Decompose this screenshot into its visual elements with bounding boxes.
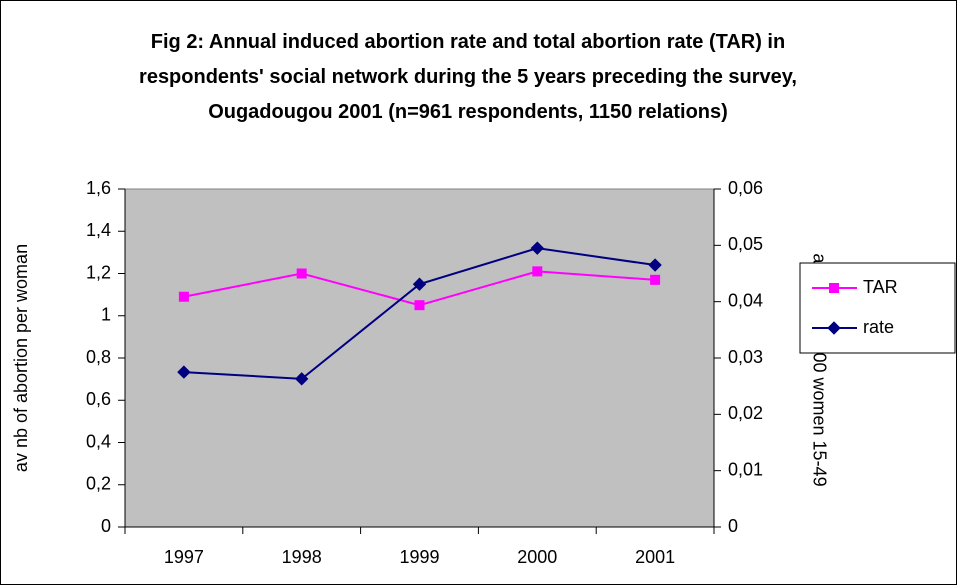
- data-point: [294, 372, 309, 386]
- legend-label: rate: [863, 317, 894, 337]
- data-point: [530, 241, 545, 255]
- data-point: [178, 291, 189, 302]
- data-point: [532, 266, 543, 277]
- y-tick-label: 1,4: [86, 220, 111, 240]
- y2-tick-label: 0,06: [728, 178, 763, 198]
- x-tick-label: 2001: [635, 547, 675, 567]
- data-point: [414, 300, 425, 311]
- data-point: [412, 277, 427, 291]
- y-tick-label: 0,4: [86, 431, 111, 451]
- y2-tick-label: 0,03: [728, 347, 763, 367]
- y2-tick-label: 0,04: [728, 290, 763, 310]
- y-tick-label: 0,8: [86, 347, 111, 367]
- title-box: Fig 2: Annual induced abortion rate and …: [139, 31, 797, 123]
- y2-tick-label: 0,05: [728, 234, 763, 254]
- y2-tick-label: 0,01: [728, 459, 763, 479]
- x-tick-label: 1999: [399, 547, 439, 567]
- data-point: [296, 268, 307, 279]
- x-tick-label: 2000: [517, 547, 557, 567]
- y-axis-label: av nb of abortion per woman: [11, 244, 31, 472]
- y-tick-label: 0,2: [86, 474, 111, 494]
- data-point: [648, 258, 662, 272]
- y-tick-label: 1,2: [86, 262, 111, 282]
- legend-marker: [829, 283, 839, 293]
- legend-box: [799, 262, 956, 354]
- data-point: [650, 274, 661, 285]
- x-tick-label: 1997: [164, 547, 204, 567]
- y2-tick-label: 0: [728, 516, 738, 536]
- y-tick-label: 1,6: [86, 178, 111, 198]
- legend-label: TAR: [863, 277, 898, 297]
- y-tick-label: 0,6: [86, 389, 111, 409]
- y-tick-label: 0: [101, 516, 111, 536]
- y2-tick-label: 0,02: [728, 403, 763, 423]
- chart-title: Fig 2: Annual induced abortion rate and …: [139, 31, 797, 123]
- legend-marker: [827, 321, 841, 335]
- x-tick-label: 1998: [282, 547, 322, 567]
- y-tick-label: 1: [101, 305, 111, 325]
- data-point: [177, 365, 191, 379]
- plot-area: [124, 188, 715, 528]
